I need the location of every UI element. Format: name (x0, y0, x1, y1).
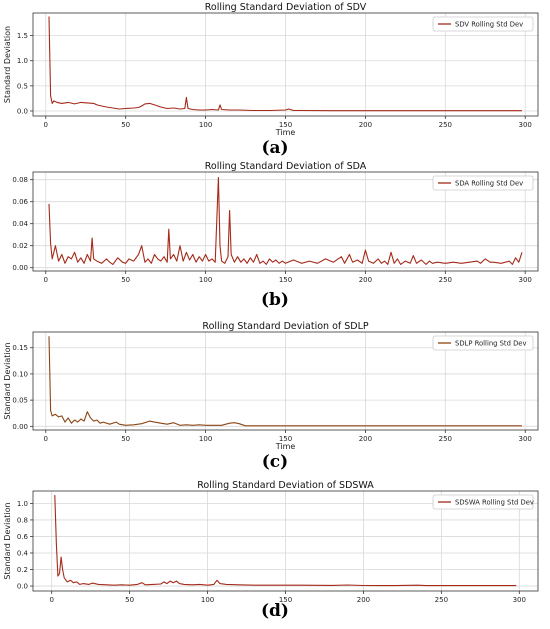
legend-box (432, 175, 534, 191)
y-tick-label-1: 0.2 (17, 566, 28, 574)
x-tick-label-6: 300 (519, 121, 532, 129)
y-tick-label-3: 0.06 (12, 198, 28, 206)
x-tick-label-1: 50 (121, 435, 130, 443)
chart-panel-sdswa: 0 50 100 150 200 250 300 0.0 0.2 0.4 0.6 0.8 1.0 Roll… (0, 478, 550, 629)
chart-panel-sdv: 0 50 100 150 200 250 300 0.0 0.5 1.0 1.5 Rolling St… (0, 0, 550, 158)
legend-label: SDLP Rolling Std Dev (455, 340, 527, 348)
y-axis-label: Standard Deviation (3, 342, 12, 419)
x-tick-label-2: 100 (199, 435, 212, 443)
caption-d: (d) (261, 601, 289, 621)
series-line-0 (48, 176, 523, 265)
x-tick-label-4: 200 (357, 596, 370, 602)
y-tick-label-4: 0.8 (17, 516, 28, 524)
x-tick-label-4: 200 (359, 276, 372, 284)
chart-sdlp: 0 50 100 150 200 250 300 0.00 0.05 0.10 0.15 Rollin… (3, 321, 539, 451)
chart-sda: 0 50 100 150 200 250 300 0.00 0.02 0.04 0.06 0.08 Ro… (12, 161, 539, 284)
y-tick-label-1: 0.05 (12, 397, 28, 405)
x-tick-label-3: 150 (279, 596, 292, 602)
y-tick-label-5: 1.0 (17, 500, 28, 508)
y-tick-label-1: 0.5 (17, 82, 28, 90)
chart-sdv: 0 50 100 150 200 250 300 0.0 0.5 1.0 1.5 Rolling St… (3, 2, 539, 137)
x-tick-label-4: 200 (359, 121, 372, 129)
x-tick-label-0: 0 (49, 596, 53, 602)
x-tick-label-6: 300 (519, 276, 532, 284)
x-tick-label-3: 150 (279, 276, 292, 284)
x-tick-label-1: 50 (121, 121, 130, 129)
chart-title: Rolling Standard Deviation of SDLP (202, 321, 368, 332)
caption-b: (b) (261, 290, 289, 310)
legend-label: SDSWA Rolling Std Dev (455, 499, 534, 507)
chart-sdswa: 0 50 100 150 200 250 300 0.0 0.2 0.4 0.6 0.8 1.0 Roll… (3, 480, 539, 602)
legend-label: SDV Rolling Std Dev (455, 21, 523, 29)
y-tick-label-2: 0.10 (12, 370, 28, 378)
y-tick-label-0: 0.0 (17, 107, 28, 115)
x-axis-label: Time (275, 442, 296, 451)
y-tick-label-0: 0.00 (12, 264, 28, 272)
x-tick-label-4: 200 (359, 435, 372, 443)
x-tick-label-3: 150 (279, 435, 292, 443)
chart-title: Rolling Standard Deviation of SDA (205, 161, 367, 172)
y-tick-label-0: 0.0 (17, 583, 28, 591)
series-line-0 (48, 336, 522, 427)
series-line-0 (54, 495, 517, 587)
caption-a: (a) (261, 138, 289, 158)
legend-box (432, 494, 534, 510)
y-axis-label: Standard Deviation (3, 26, 12, 103)
y-tick-label-3: 0.15 (12, 344, 28, 352)
legend-label: SDA Rolling Std Dev (455, 180, 523, 188)
x-tick-label-0: 0 (44, 121, 48, 129)
y-tick-label-1: 0.02 (12, 242, 28, 250)
y-tick-label-3: 1.5 (17, 32, 28, 40)
x-tick-label-2: 100 (199, 121, 212, 129)
legend-box (432, 335, 534, 351)
x-tick-label-1: 50 (121, 276, 130, 284)
series-line-0 (48, 16, 522, 112)
x-tick-label-5: 250 (439, 121, 452, 129)
x-tick-label-0: 0 (44, 435, 48, 443)
x-tick-label-0: 0 (44, 276, 48, 284)
x-tick-label-3: 150 (279, 121, 292, 129)
chart-panel-sdlp: 0 50 100 150 200 250 300 0.00 0.05 0.10 0.15 Rollin… (0, 318, 550, 478)
y-axis-label: Standard Deviation (3, 502, 12, 579)
x-tick-label-6: 300 (513, 596, 526, 602)
chart-panel-sda: 0 50 100 150 200 250 300 0.00 0.02 0.04 0.06 0.08 Ro… (0, 158, 550, 318)
y-tick-label-2: 0.4 (17, 549, 29, 557)
x-tick-label-5: 250 (439, 276, 452, 284)
x-tick-label-5: 250 (439, 435, 452, 443)
y-tick-label-4: 0.08 (12, 176, 28, 184)
x-tick-label-2: 100 (201, 596, 214, 602)
x-tick-label-2: 100 (199, 276, 212, 284)
caption-c: (c) (261, 452, 289, 472)
y-tick-label-0: 0.00 (12, 423, 28, 431)
chart-title: Rolling Standard Deviation of SDSWA (197, 480, 374, 491)
y-tick-label-2: 0.04 (12, 220, 28, 228)
y-tick-label-2: 1.0 (17, 57, 28, 65)
x-tick-label-1: 50 (125, 596, 134, 602)
x-tick-label-5: 250 (435, 596, 448, 602)
x-tick-label-6: 300 (519, 435, 532, 443)
x-axis-label: Time (275, 128, 296, 137)
y-tick-label-3: 0.6 (17, 533, 29, 541)
chart-title: Rolling Standard Deviation of SDV (205, 2, 367, 13)
legend-box (432, 16, 534, 32)
